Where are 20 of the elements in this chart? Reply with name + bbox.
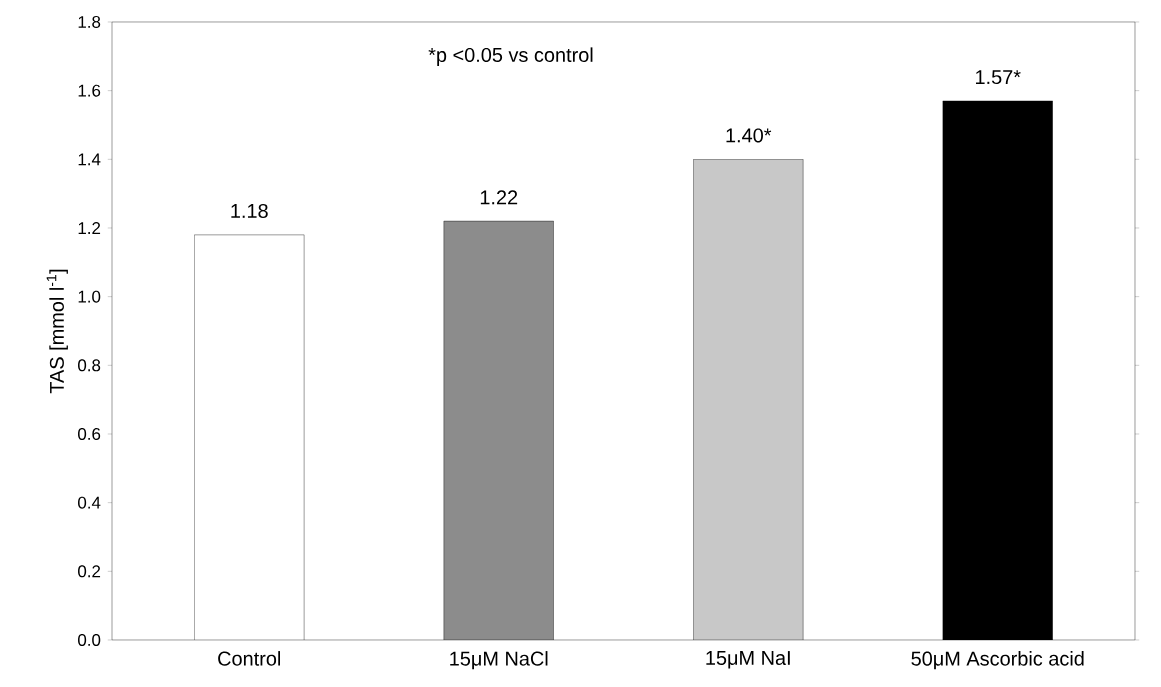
- x-tick-label: 50μM Ascorbic acid: [911, 651, 1084, 670]
- data-label: 1.22: [480, 190, 518, 205]
- y-tick-label: 0.0: [78, 633, 101, 646]
- y-tick-label: 1.6: [78, 84, 101, 97]
- y-tick-label: 0.6: [78, 427, 101, 440]
- x-tick-label: Control: [218, 651, 281, 666]
- x-tick-label: 15μM NaCl: [450, 651, 548, 670]
- y-tick-label: 1.8: [78, 15, 101, 28]
- annotation: *p <0.05 vs control: [428, 47, 593, 66]
- y-tick-label: 0.2: [78, 565, 101, 578]
- data-label: 1.18: [231, 203, 268, 218]
- y-tick-label: 0.8: [78, 359, 101, 372]
- y-axis-title: TAS [mmol l$^{-1}$]: [46, 269, 68, 394]
- x-tick-label: 15μM NaI: [706, 651, 790, 669]
- data-label: 1.40*: [726, 128, 772, 143]
- y-tick-label: 1.2: [78, 222, 101, 234]
- y-tick-label: 0.4: [78, 496, 101, 509]
- data-label: 1.57*: [976, 70, 1021, 85]
- y-tick-label: 1.0: [78, 290, 101, 303]
- y-tick-label: 1.4: [78, 153, 101, 166]
